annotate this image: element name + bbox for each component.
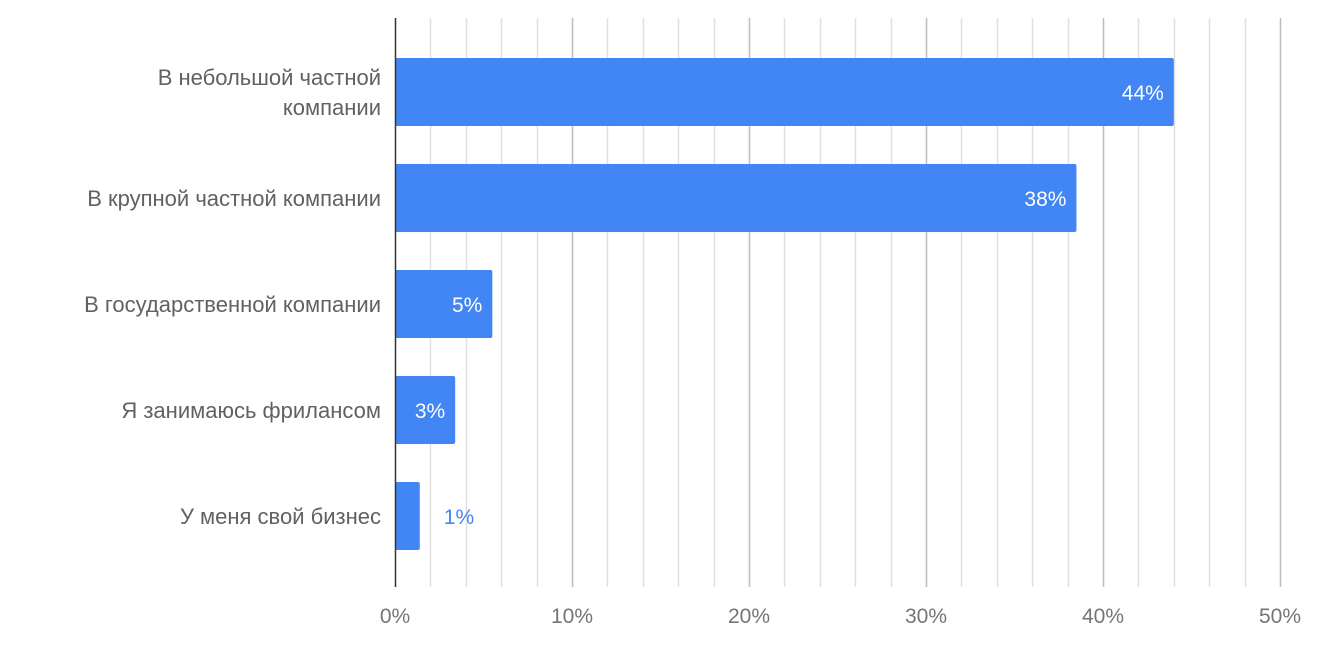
data-label: 1% [444,506,474,529]
bar [395,376,456,444]
bar [395,270,493,338]
x-tick-label: 30% [905,605,947,628]
category-label: В крупной частной компании [87,186,381,211]
x-tick-label: 20% [728,605,770,628]
x-tick-label: 50% [1259,605,1301,628]
x-tick-label: 40% [1082,605,1124,628]
data-label: 44% [1122,82,1164,105]
bar [395,482,420,550]
bars [395,58,1174,550]
bar [395,58,1174,126]
x-tick-label: 10% [551,605,593,628]
category-label: У меня свой бизнес [180,504,381,529]
data-label: 3% [415,400,445,423]
data-label: 38% [1024,188,1066,211]
labels: 0% 10% 20% 30% 40% 50% В небольшой частной комп… [84,65,1301,628]
bar [395,164,1077,232]
x-tick-label: 0% [380,605,410,628]
category-label: В небольшой частной компании [158,65,381,120]
data-label: 5% [452,294,482,317]
category-label: Я занимаюсь фрилансом [121,398,381,423]
category-label: В государственной компании [84,292,381,317]
